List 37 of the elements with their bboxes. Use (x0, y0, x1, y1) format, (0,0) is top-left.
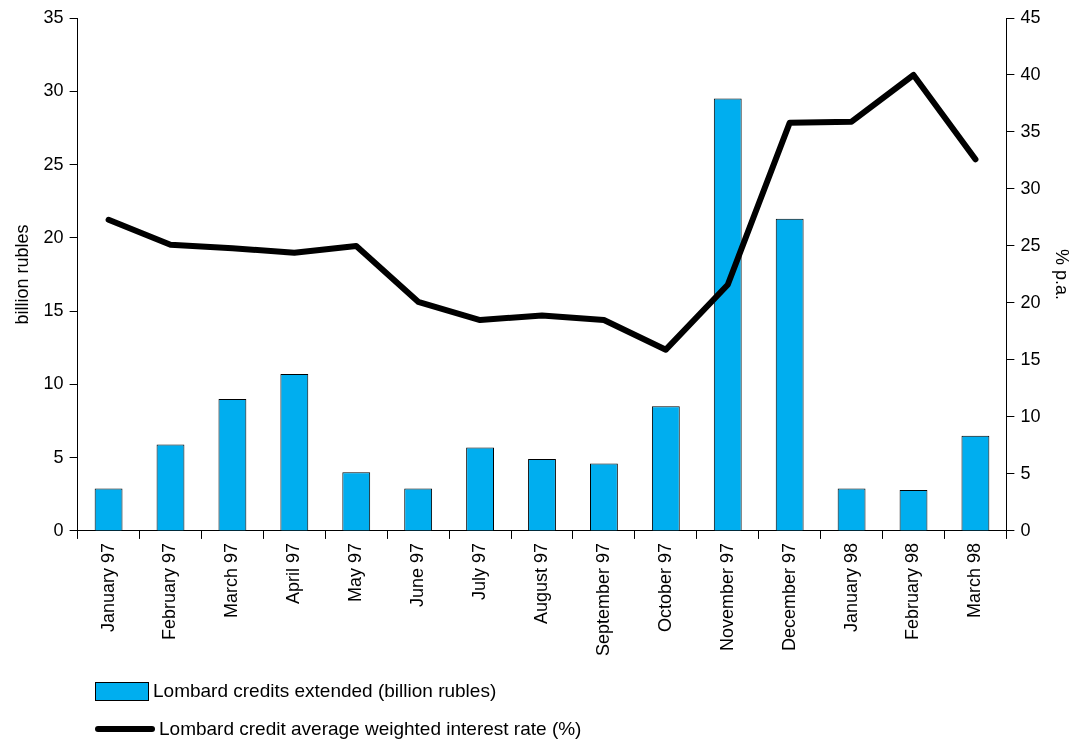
x-tick-label: May 97 (345, 542, 366, 602)
y-tick-label: 30 (43, 80, 64, 101)
x-tick-label: September 97 (592, 542, 613, 657)
legend-label: Lombard credits extended (billion rubles) (153, 680, 497, 702)
x-tick-label: January 98 (840, 542, 861, 632)
y2-tick-label: 5 (1020, 462, 1031, 483)
y2-tick-label: 0 (1020, 519, 1031, 540)
y-tick-label: 15 (43, 300, 64, 321)
y-tick-label: 10 (43, 373, 64, 394)
y2-tick-label: 45 (1020, 6, 1041, 27)
y-tick-label: 25 (43, 153, 64, 174)
y2-tick-label: 10 (1020, 405, 1041, 426)
y2-tick-label: 15 (1020, 348, 1041, 369)
x-tick-label: July 97 (469, 542, 490, 600)
x-tick-label: August 97 (530, 542, 551, 624)
y-tick-label: 5 (53, 446, 64, 467)
y2-tick-label: 30 (1020, 177, 1041, 198)
x-tick-label: February 97 (159, 542, 180, 640)
y2-axis-title: % p.a. (1052, 248, 1073, 300)
x-tick-label: March 98 (964, 542, 985, 618)
y2-tick-label: 20 (1020, 291, 1041, 312)
y2-tick-label: 25 (1020, 234, 1041, 255)
x-tick-label: February 98 (902, 542, 923, 640)
x-tick-label: October 97 (654, 542, 675, 632)
x-tick-label: December 97 (778, 542, 799, 651)
y2-tick-label: 35 (1020, 120, 1041, 141)
x-tick-label: April 97 (283, 542, 304, 604)
y-tick-label: 0 (53, 519, 64, 540)
x-tick-label: January 97 (97, 542, 118, 632)
y-axis-title: billion rubles (11, 224, 32, 325)
x-tick-label: June 97 (407, 542, 428, 607)
y2-tick-label: 40 (1020, 63, 1041, 84)
x-tick-label: November 97 (716, 542, 737, 651)
legend-label: Lombard credit average weighted interest rate (%) (159, 718, 582, 740)
y-tick-label: 35 (43, 6, 64, 27)
x-tick-label: March 97 (221, 542, 242, 618)
y-tick-label: 20 (43, 226, 64, 247)
